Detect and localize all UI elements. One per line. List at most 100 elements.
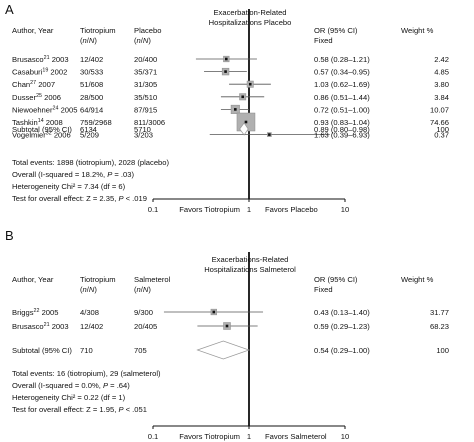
point-estimate — [224, 57, 228, 61]
subtotal-comparator: 5710 — [134, 125, 151, 134]
comparator-events: 3/203 — [134, 131, 153, 140]
comparator-events: 20/405 — [134, 322, 157, 331]
stats-line: Overall (I-squared = 18.2%, P = .03) — [12, 170, 134, 179]
header-treatment: Tiotropium — [80, 26, 116, 35]
study-label: Dusser25 2006 — [12, 93, 61, 102]
x-tick-label: 0.1 — [148, 205, 159, 214]
treatment-events: 12/402 — [80, 55, 103, 64]
stats-line: Test for overall effect: Z = 1.95, P < .… — [12, 405, 147, 414]
or-ci-value: 0.93 (0.83–1.04) — [314, 118, 370, 127]
subtotal-or-ci: 0.89 (0.80–0.98) — [314, 125, 370, 134]
point-estimate — [234, 108, 237, 111]
x-tick-label: 0.1 — [148, 432, 159, 441]
treatment-events: 759/2968 — [80, 118, 112, 127]
panel-label: B — [5, 228, 14, 243]
subtotal-comparator: 705 — [134, 346, 147, 355]
weight-value: 10.07 — [430, 105, 449, 114]
plot-title-line-2: Hospitalizations Salmeterol — [204, 265, 296, 274]
header-treatment-sub: (n/N) — [80, 285, 97, 294]
weight-value: 2.42 — [434, 55, 449, 64]
subtotal-or-ci: 0.54 (0.29–1.00) — [314, 346, 370, 355]
stats-line: Overall (I-squared = 0.0%, P = .64) — [12, 381, 130, 390]
point-estimate — [212, 310, 216, 314]
favors-left-label: Favors Tiotropium — [179, 432, 240, 441]
or-ci-value: 0.59 (0.29–1.23) — [314, 322, 370, 331]
stats-line: Total events: 16 (tiotropium), 29 (salme… — [12, 369, 161, 378]
header-treatment-sub: (n/N) — [80, 36, 97, 45]
header-weight: Weight % — [401, 275, 434, 284]
header-comparator-sub: (n/N) — [134, 36, 151, 45]
weight-value: 31.77 — [430, 308, 449, 317]
comparator-events: 811/3006 — [134, 118, 165, 127]
point-estimate — [241, 95, 245, 99]
pooled-diamond — [239, 122, 249, 136]
favors-right-label: Favors Salmeterol — [265, 432, 327, 441]
stats-line: Heterogeneity Chi² = 7.34 (df = 6) — [12, 182, 126, 191]
plot-title-line-1: Exacerbations-Related — [212, 255, 289, 264]
plot-title-line-2: Hospitalizations Placebo — [209, 18, 292, 27]
point-estimate — [244, 120, 248, 124]
header-effect: OR (95% CI) — [314, 26, 358, 35]
study-label: Chan27 2007 — [12, 80, 55, 89]
or-ci-value: 1.63 (0.39–6.93) — [314, 131, 370, 140]
treatment-events: 30/533 — [80, 68, 103, 77]
stats-line: Heterogeneity Chi² = 0.22 (df = 1) — [12, 393, 126, 402]
treatment-events: 51/608 — [80, 80, 103, 89]
point-estimate — [224, 70, 227, 73]
comparator-events: 35/510 — [134, 93, 157, 102]
or-ci-value: 0.43 (0.13–1.40) — [314, 308, 370, 317]
or-ci-value: 1.03 (0.62–1.69) — [314, 80, 370, 89]
treatment-events: 4/308 — [80, 308, 99, 317]
subtotal-weight: 100 — [436, 346, 449, 355]
weight-value: 0.37 — [434, 131, 449, 140]
weight-value: 3.84 — [434, 93, 449, 102]
stats-line: Total events: 1898 (tiotropium), 2028 (p… — [12, 158, 169, 167]
x-tick-label: 1 — [247, 432, 251, 441]
weight-value: 74.66 — [430, 118, 449, 127]
header-effect-sub: Fixed — [314, 285, 333, 294]
subtotal-treatment: 6134 — [80, 125, 97, 134]
study-label: Vogelmier32 2006 — [12, 131, 71, 140]
favors-left-label: Favors Tiotropium — [179, 205, 240, 214]
study-label: Briggs22 2005 — [12, 308, 58, 317]
x-tick-label: 10 — [341, 432, 349, 441]
treatment-events: 64/914 — [80, 105, 103, 114]
treatment-events: 28/500 — [80, 93, 103, 102]
treatment-events: 12/402 — [80, 322, 103, 331]
comparator-events: 31/305 — [134, 80, 157, 89]
study-label: Brusasco21 2003 — [12, 55, 69, 64]
point-estimate — [248, 82, 252, 86]
study-label: Casaburi19 2002 — [12, 68, 67, 77]
pooled-diamond — [196, 340, 251, 360]
study-label: Brusasco21 2003 — [12, 322, 69, 331]
subtotal-label: Subtotal (95% CI) — [12, 125, 72, 134]
comparator-events: 35/371 — [134, 68, 157, 77]
or-ci-value: 0.86 (0.51–1.44) — [314, 93, 370, 102]
header-treatment: Tiotropium — [80, 275, 116, 284]
study-label: Tashkin14 2008 — [12, 118, 63, 127]
panel-label: A — [5, 2, 14, 17]
header-comparator: Placebo — [134, 26, 161, 35]
x-tick-label: 1 — [247, 205, 251, 214]
header-study: Author, Year — [12, 275, 54, 284]
weight-value: 3.80 — [434, 80, 449, 89]
header-study: Author, Year — [12, 26, 54, 35]
or-ci-value: 0.57 (0.34–0.95) — [314, 68, 370, 77]
plot-title-line-1: Exacerbation-Related — [213, 8, 286, 17]
header-comparator-sub: (n/N) — [134, 285, 151, 294]
or-ci-value: 0.58 (0.28–1.21) — [314, 55, 370, 64]
weight-value: 4.85 — [434, 68, 449, 77]
subtotal-weight: 100 — [436, 125, 449, 134]
weight-value: 68.23 — [430, 322, 449, 331]
stats-line: Test for overall effect: Z = 2.35, P < .… — [12, 194, 147, 203]
comparator-events: 20/400 — [134, 55, 157, 64]
comparator-events: 87/915 — [134, 105, 157, 114]
point-estimate — [225, 324, 229, 328]
treatment-events: 5/209 — [80, 131, 99, 140]
favors-right-label: Favors Placebo — [265, 205, 318, 214]
x-tick-label: 10 — [341, 205, 349, 214]
header-effect: OR (95% CI) — [314, 275, 358, 284]
